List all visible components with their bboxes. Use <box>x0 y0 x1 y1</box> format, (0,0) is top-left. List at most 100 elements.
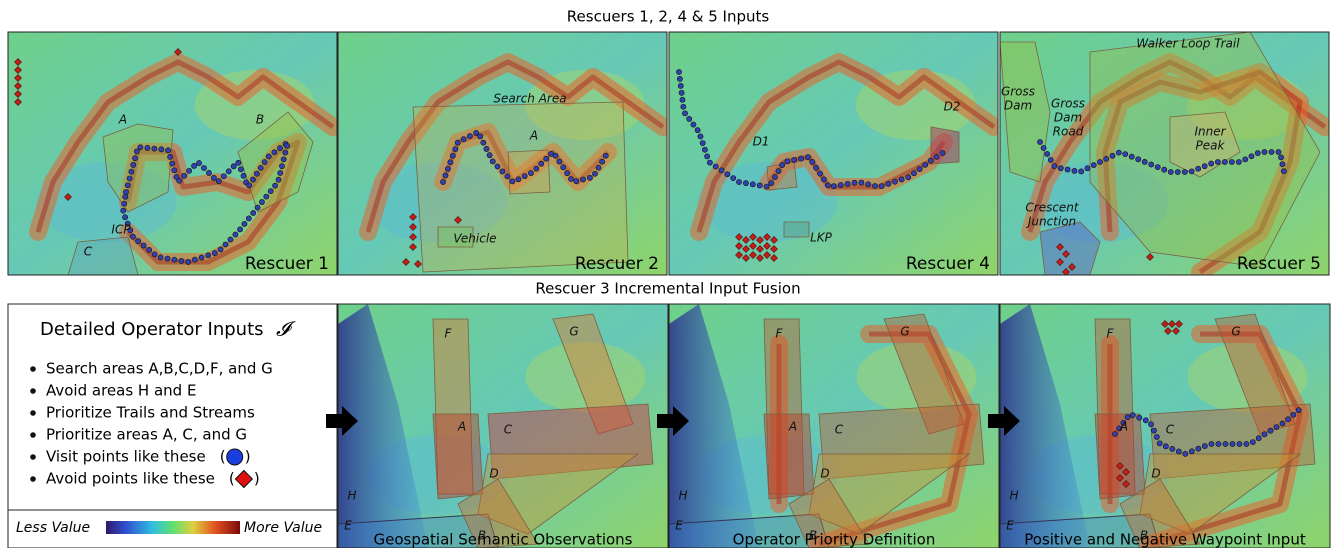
waypoint <box>1255 151 1260 156</box>
waypoint <box>168 154 173 159</box>
waypoint <box>1148 422 1153 427</box>
waypoint <box>750 182 755 187</box>
waypoint <box>510 179 515 184</box>
waypoint <box>1142 159 1147 164</box>
waypoint <box>138 145 143 150</box>
waypoint <box>129 169 134 174</box>
waypoint <box>1237 441 1242 446</box>
waypoint <box>757 183 762 188</box>
waypoint <box>1162 167 1167 172</box>
waypoint <box>713 164 718 169</box>
area-label: F <box>445 327 453 341</box>
waypoint <box>1176 449 1181 454</box>
area-label: H <box>1009 489 1018 503</box>
area-label: LKP <box>810 231 833 245</box>
map-content <box>669 32 998 275</box>
waypoint <box>237 227 242 232</box>
waypoint <box>218 247 223 252</box>
waypoint <box>132 156 137 161</box>
waypoint <box>1268 428 1273 433</box>
waypoint <box>165 148 170 153</box>
area-label: A <box>457 420 466 434</box>
area-label: G <box>900 325 909 339</box>
waypoint <box>587 175 592 180</box>
area-label: A <box>529 129 538 143</box>
waypoint <box>272 150 277 155</box>
waypoint <box>206 170 211 175</box>
region <box>68 237 138 275</box>
area-label: G <box>1231 325 1240 339</box>
waypoint <box>272 183 277 188</box>
waypoint <box>495 164 500 169</box>
waypoint <box>277 145 282 150</box>
inputs-title: Detailed Operator Inputs <box>40 319 264 340</box>
waypoint <box>911 171 916 176</box>
waypoint <box>678 83 683 88</box>
waypoint <box>258 165 263 170</box>
waypoint <box>553 153 558 158</box>
area-label: F <box>776 327 784 341</box>
waypoint <box>242 221 247 226</box>
area-label: D <box>489 467 498 481</box>
area-label: C <box>504 423 513 437</box>
waypoint <box>852 180 857 185</box>
waypoint <box>165 256 170 261</box>
area-label: D <box>1151 467 1160 481</box>
area-label: E <box>1006 519 1014 533</box>
waypoint <box>177 178 182 183</box>
waypoint <box>440 179 445 184</box>
map-content <box>8 32 337 275</box>
waypoint <box>892 179 897 184</box>
waypoint <box>682 111 687 116</box>
figure: Rescuers 1, 2, 4 & 5 Inputs Rescuer 3 In… <box>0 0 1336 548</box>
waypoint <box>250 177 255 182</box>
waypoint <box>528 170 533 175</box>
area-label: B <box>256 113 264 127</box>
waypoint <box>906 175 911 180</box>
waypoint <box>557 159 562 164</box>
waypoint <box>159 147 164 152</box>
waypoint <box>246 216 251 221</box>
waypoint <box>453 147 458 152</box>
waypoint <box>455 140 460 145</box>
waypoint <box>1155 164 1160 169</box>
waypoint <box>879 183 884 188</box>
waypoint <box>1189 449 1194 454</box>
waypoint <box>179 258 184 263</box>
bullet <box>30 432 36 438</box>
waypoint <box>268 189 273 194</box>
waypoint <box>810 159 815 164</box>
waypoint <box>262 159 267 164</box>
waypoint <box>1151 428 1156 433</box>
waypoint <box>199 255 204 260</box>
waypoint <box>574 179 579 184</box>
waypoint <box>187 168 192 173</box>
waypoint <box>831 184 836 189</box>
area-label: ICP <box>111 223 131 237</box>
map-panel: Search AreaAVehicleRescuer 2 <box>338 32 667 275</box>
area-label: Gross <box>1001 85 1035 99</box>
waypoint <box>254 171 259 176</box>
waypoint <box>1202 164 1207 169</box>
waypoint <box>1189 169 1194 174</box>
area-label: C <box>84 245 93 259</box>
top-title: Rescuers 1, 2, 4 & 5 Inputs <box>567 8 770 26</box>
area-label: C <box>835 423 844 437</box>
area-label: Inner <box>1194 125 1226 139</box>
waypoint <box>1136 157 1141 162</box>
waypoint <box>1154 434 1159 439</box>
waypoint <box>1296 408 1301 413</box>
waypoint <box>1274 424 1279 429</box>
waypoint <box>676 69 681 74</box>
waypoint <box>191 163 196 168</box>
area-label: A <box>1119 420 1128 434</box>
waypoint <box>1037 139 1042 144</box>
colorbar <box>106 521 240 534</box>
panel-caption: Rescuer 2 <box>575 254 659 274</box>
waypoint <box>580 177 585 182</box>
waypoint <box>221 174 226 179</box>
panel-caption: Rescuer 1 <box>245 254 329 274</box>
waypoint <box>872 183 877 188</box>
waypoint <box>1182 169 1187 174</box>
area-label: D2 <box>944 100 961 114</box>
